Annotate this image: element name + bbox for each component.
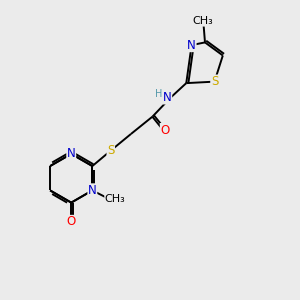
Text: CH₃: CH₃ xyxy=(193,16,213,26)
Text: N: N xyxy=(163,91,172,104)
Text: N: N xyxy=(88,184,97,197)
Text: O: O xyxy=(160,124,169,136)
Text: H: H xyxy=(154,89,162,99)
Text: N: N xyxy=(187,39,196,52)
Text: N: N xyxy=(67,147,76,161)
Text: S: S xyxy=(211,75,218,88)
Text: CH₃: CH₃ xyxy=(105,194,126,204)
Text: S: S xyxy=(107,144,115,157)
Text: O: O xyxy=(67,215,76,228)
